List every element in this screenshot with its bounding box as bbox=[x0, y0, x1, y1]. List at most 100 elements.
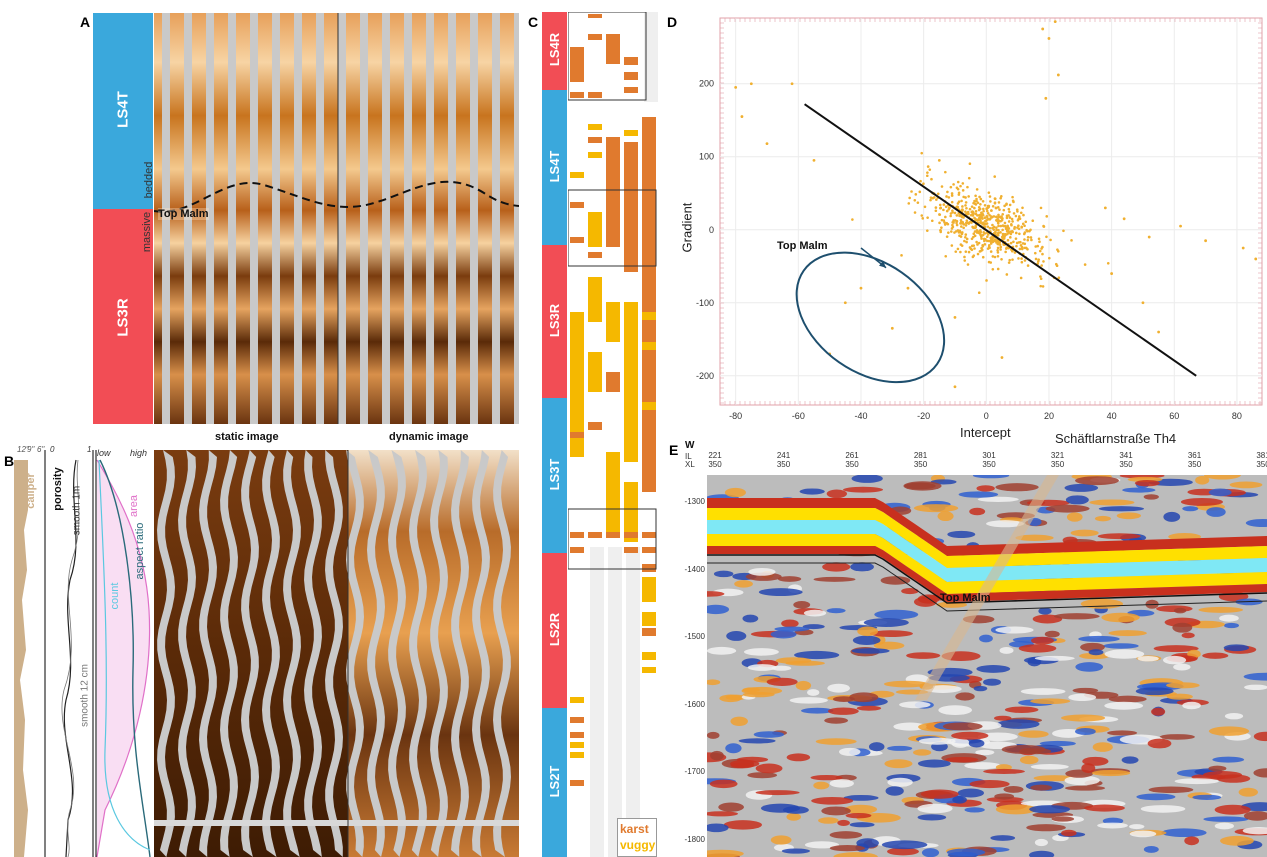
pad-gap-a-10 bbox=[382, 13, 390, 424]
panel-d: D -80 -60 -40 -20 0 20 40 60 80 200 100 0 -100 -200 T… bbox=[665, 0, 1267, 445]
seismic-blob bbox=[1088, 649, 1104, 656]
cluster-point bbox=[1004, 227, 1008, 231]
cluster-point bbox=[1001, 212, 1005, 216]
cluster-point bbox=[1007, 261, 1011, 264]
cluster-point bbox=[1011, 195, 1014, 199]
cluster-point bbox=[1036, 244, 1040, 248]
seismic-blob bbox=[786, 753, 811, 762]
seismic-blob bbox=[1208, 765, 1227, 772]
cluster-point bbox=[966, 185, 969, 189]
cluster-point bbox=[925, 229, 929, 232]
seismic-blob bbox=[827, 707, 859, 715]
seismic-blob bbox=[1140, 805, 1186, 813]
seismic-blob bbox=[849, 822, 875, 828]
cluster-point bbox=[1039, 284, 1043, 288]
cluster-point bbox=[998, 208, 1001, 211]
seismic-blob bbox=[1103, 643, 1139, 649]
cluster-point bbox=[1011, 258, 1014, 261]
cluster-point bbox=[988, 195, 992, 198]
outlier-point-6 bbox=[1053, 20, 1057, 24]
cluster-point bbox=[1021, 222, 1025, 226]
zone-label-ls3r-a: LS3R bbox=[114, 298, 132, 337]
facies-seg-41 bbox=[570, 547, 584, 553]
cluster-point bbox=[936, 192, 940, 196]
depth-tick-1: -1400 bbox=[684, 564, 705, 574]
outlier-point-17 bbox=[906, 286, 910, 290]
cluster-point bbox=[1015, 208, 1019, 211]
cluster-point bbox=[919, 179, 922, 183]
cluster-point bbox=[1056, 249, 1060, 253]
facies-empty-col-2 bbox=[626, 547, 640, 857]
zone-ls2r-c: LS2R bbox=[542, 553, 567, 708]
seismic-blob bbox=[1198, 606, 1244, 613]
cluster-point bbox=[1018, 247, 1022, 251]
cluster-point bbox=[991, 255, 995, 258]
cluster-point bbox=[947, 231, 950, 234]
cluster-point bbox=[986, 212, 990, 215]
facies-seg-19 bbox=[588, 212, 602, 247]
seismic-blob bbox=[1229, 481, 1263, 489]
cluster-point bbox=[945, 235, 949, 238]
seismic-blob bbox=[826, 489, 848, 499]
pad-gap-a-15 bbox=[492, 13, 500, 424]
facies-seg-2 bbox=[588, 34, 602, 40]
depth-tick-4: -1700 bbox=[684, 767, 705, 776]
seismic-blob bbox=[1089, 499, 1135, 506]
pad-gap-b-3 bbox=[220, 450, 238, 857]
cluster-point bbox=[957, 191, 961, 195]
seismic-blob bbox=[742, 614, 759, 623]
seismic-blob bbox=[1173, 663, 1191, 671]
seismic-blob bbox=[760, 803, 801, 813]
seismic-blob bbox=[844, 804, 878, 814]
cluster-point bbox=[982, 209, 985, 213]
reflector-cyan bbox=[707, 520, 1267, 582]
cluster-point bbox=[964, 210, 967, 213]
cluster-point bbox=[1007, 220, 1011, 223]
cluster-point bbox=[975, 199, 978, 203]
pad-gap-b-0 bbox=[157, 450, 175, 857]
cluster-point bbox=[947, 196, 951, 199]
seismic-blob bbox=[1094, 515, 1111, 522]
y-tick-label-0: 200 bbox=[699, 79, 714, 89]
cluster-point bbox=[938, 203, 942, 207]
cluster-point bbox=[964, 196, 967, 199]
cluster-point bbox=[972, 254, 976, 257]
seismic-blob bbox=[1098, 506, 1145, 512]
zone-ls2t-c: LS2T bbox=[542, 708, 567, 857]
cluster-point bbox=[921, 217, 925, 220]
seismic-blob bbox=[753, 731, 785, 738]
seismic-blob bbox=[777, 576, 802, 582]
cluster-point bbox=[1011, 220, 1014, 223]
pad-gap-a-13 bbox=[448, 13, 456, 424]
count-label: count bbox=[109, 582, 121, 610]
cluster-point bbox=[1028, 229, 1031, 233]
seismic-blob bbox=[845, 812, 872, 819]
cluster-point bbox=[1023, 231, 1027, 234]
seismic-blob bbox=[887, 745, 913, 751]
area-curve bbox=[96, 459, 151, 857]
cluster-point bbox=[952, 183, 955, 186]
cluster-point bbox=[944, 254, 948, 258]
xl-tick-6: 350 bbox=[1119, 460, 1133, 469]
seismic-blob bbox=[770, 835, 792, 845]
facies-seg-39 bbox=[624, 532, 638, 538]
cluster-point bbox=[1041, 285, 1045, 288]
cluster-point bbox=[1019, 276, 1023, 280]
cluster-point bbox=[942, 208, 945, 212]
outlier-point-23 bbox=[1241, 246, 1245, 250]
seismic-blob bbox=[1030, 764, 1069, 770]
pad-gap-b-8 bbox=[325, 450, 343, 857]
seismic-section bbox=[707, 475, 1267, 857]
cluster-point bbox=[1017, 224, 1020, 228]
seismic-blob bbox=[906, 652, 941, 659]
cluster-point bbox=[1013, 251, 1017, 254]
cluster-point bbox=[997, 201, 1001, 204]
cluster-point bbox=[965, 237, 969, 241]
cluster-point bbox=[942, 203, 946, 206]
annotation-arrowhead-d bbox=[879, 260, 887, 268]
seismic-blob bbox=[1203, 816, 1249, 822]
seismic-blob bbox=[857, 626, 879, 637]
seismic-blob bbox=[1223, 644, 1250, 652]
seismic-blob bbox=[999, 646, 1014, 654]
seismic-blob bbox=[1121, 756, 1139, 764]
